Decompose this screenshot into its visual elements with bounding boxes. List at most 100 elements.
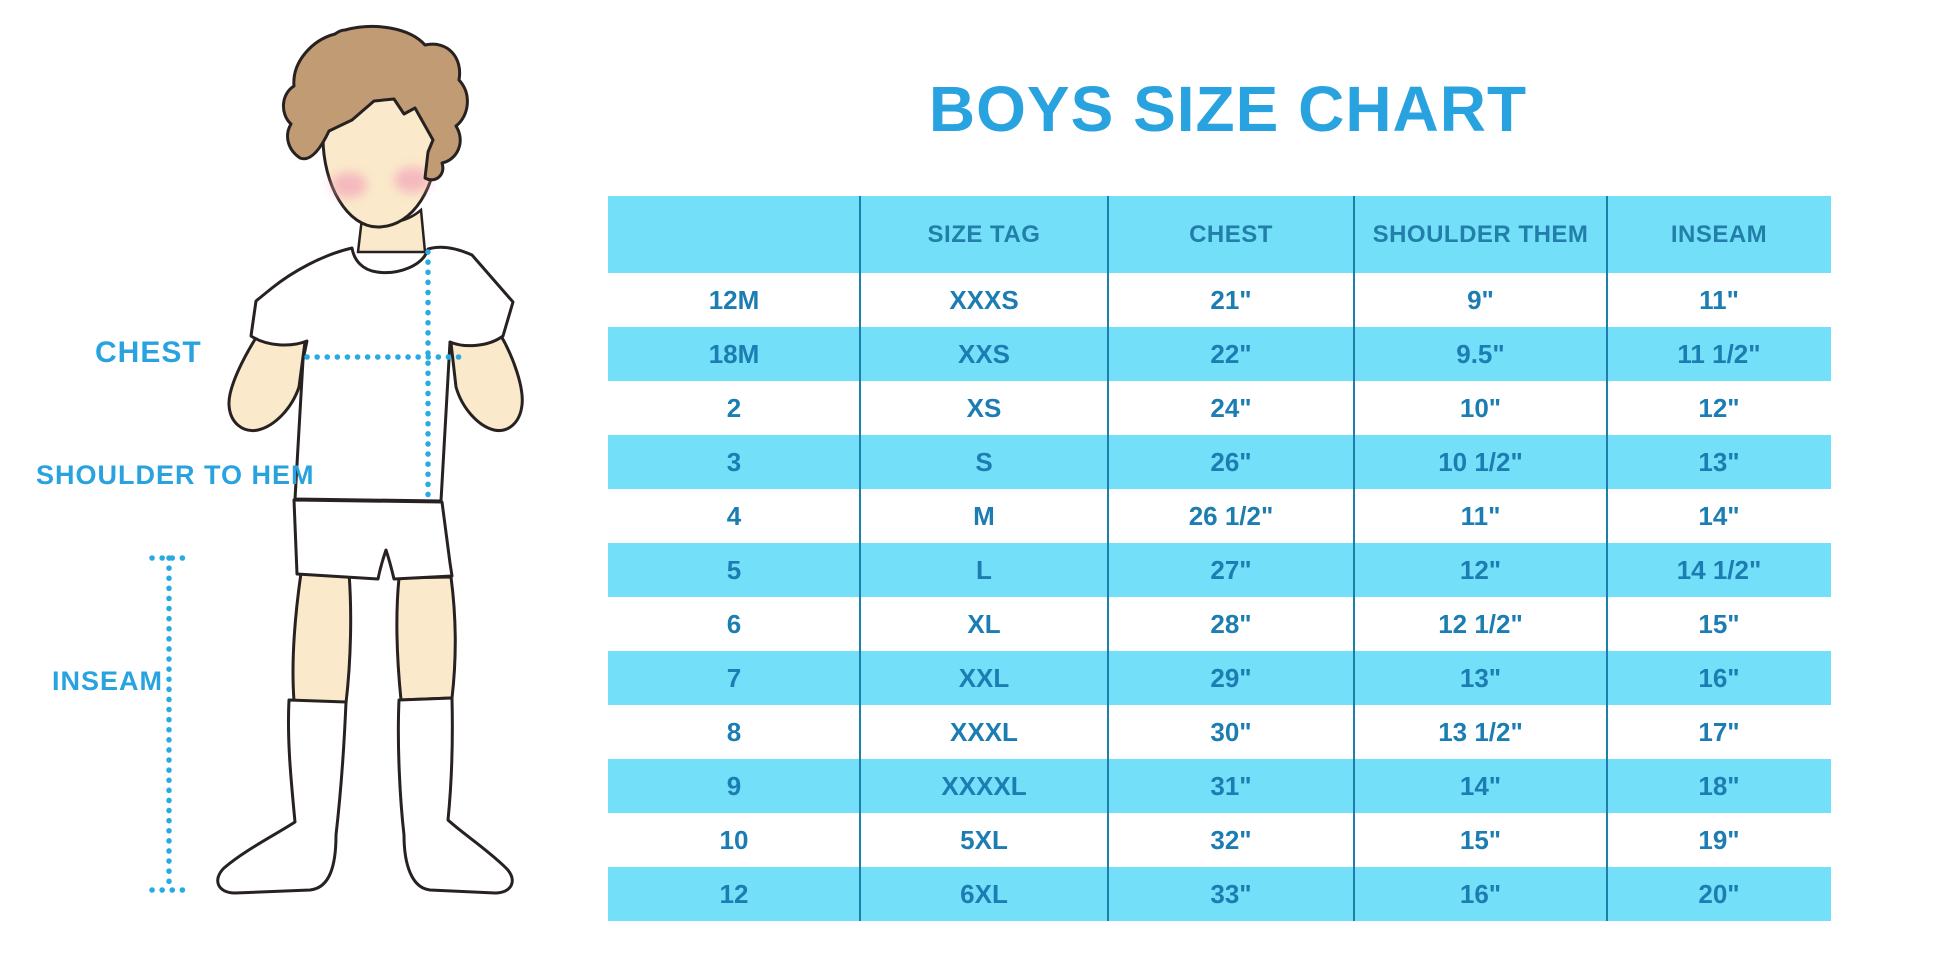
table-cell: 18M [708,338,760,369]
table-cell: 6XL [960,878,1008,909]
table-cell: 16" [1459,878,1502,909]
table-cell: 31" [1210,770,1252,801]
chest-label: CHEST [95,336,202,369]
table-row: 4 M 26 1/2" 11" 14" [608,489,1831,543]
table-cell: 5XL [960,824,1008,855]
right-cheek [394,167,430,193]
inseam-label: INSEAM [52,666,164,696]
column-header [608,196,860,273]
table-cell: 11 1/2" [1677,338,1761,369]
table-cell: XXS [957,338,1011,369]
table-cell: 18" [1698,770,1740,801]
table-cell: 28" [1210,608,1252,639]
table-cell: 17" [1698,716,1740,747]
column-divider [859,196,861,921]
column-header: SIZE TAG [927,220,1041,248]
table-cell: 11" [1460,500,1501,531]
table-cell: 13" [1698,446,1740,477]
table-cell: 3 [726,446,742,477]
table-cell: 10 1/2" [1438,446,1523,477]
table-cell: 12" [1698,392,1740,423]
table-cell: S [975,446,993,477]
boy-illustration [149,25,524,895]
t-shirt [249,245,515,503]
right-arm [449,332,524,433]
table-cell: 22" [1210,338,1252,369]
right-sock [396,696,514,895]
size-table: SIZE TAG CHEST SHOULDER THEM INSEAM 12M XXXS… [608,196,1831,921]
table-row: 8 XXXL 30" 13 1/2" 17" [608,705,1831,759]
table-row: 5 L 27" 12" 14 1/2" [608,543,1831,597]
table-cell: 20" [1698,878,1740,909]
table-row: 3 S 26" 10 1/2" 13" [608,435,1831,489]
table-cell: 19" [1698,824,1740,855]
table-row: 12 6XL 33" 16" 20" [608,867,1831,921]
table-cell: 26 1/2" [1188,500,1274,531]
table-row: 12M XXXS 21" 9" 11" [608,273,1831,327]
table-cell: 8 [726,716,742,747]
table-cell: 9 [726,770,742,801]
table-cell: 5 [726,554,742,585]
table-cell: 13" [1459,662,1502,693]
table-cell: 9" [1467,284,1494,315]
table-cell: XXXS [949,284,1019,315]
table-cell: XXXL [950,716,1018,747]
table-row: 18M XXS 22" 9.5" 11 1/2" [608,327,1831,381]
table-cell: 10 [719,824,749,855]
table-cell: 21" [1210,284,1252,315]
table-cell: XS [966,392,1002,423]
table-row: 7 XXL 29" 13" 16" [608,651,1831,705]
table-cell: 12 1/2" [1438,608,1523,639]
left-arm [227,331,307,433]
table-cell: L [976,554,992,585]
table-cell: 4 [726,500,742,531]
table-cell: 26" [1210,446,1252,477]
table-cell: 6 [726,608,742,639]
table-cell: 15" [1698,608,1740,639]
table-cell: M [973,500,995,531]
size-table-body: 12M XXXS 21" 9" 11" 18M XXS 22" 9.5" 11 1/2" 2 XS 24… [608,273,1831,921]
left-cheek [331,172,367,198]
table-cell: 29" [1210,662,1252,693]
table-cell: XXL [958,662,1010,693]
right-leg [395,575,457,702]
table-cell: 12" [1459,554,1502,585]
table-cell: 13 1/2" [1438,716,1523,747]
column-header: INSEAM [1670,220,1768,248]
table-cell: 24" [1210,392,1252,423]
column-divider [1353,196,1355,921]
table-cell: 30" [1210,716,1252,747]
table-cell: 32" [1210,824,1252,855]
table-cell: 12M [708,284,760,315]
table-cell: XL [967,608,1001,639]
table-row: 9 XXXXL 31" 14" 18" [608,759,1831,813]
table-cell: 14" [1698,500,1740,531]
table-cell: 7 [726,662,742,693]
column-header: SHOULDER THEM [1372,220,1589,248]
table-cell: 14 1/2" [1676,554,1762,585]
table-row: 2 XS 24" 10" 12" [608,381,1831,435]
table-cell: 10" [1459,392,1502,423]
table-cell: 2 [726,392,742,423]
table-cell: 16" [1698,662,1740,693]
shorts [292,498,454,581]
column-divider [1107,196,1109,921]
table-row: 10 5XL 32" 15" 19" [608,813,1831,867]
table-row: 6 XL 28" 12 1/2" 15" [608,597,1831,651]
table-cell: 15" [1459,824,1502,855]
column-divider [1606,196,1608,921]
table-cell: 33" [1210,878,1252,909]
table-cell: 14" [1459,770,1502,801]
table-cell: 9.5" [1456,338,1505,369]
shoulder-to-hem-label: SHOULDER TO HEM [36,460,315,490]
size-table-header: SIZE TAG CHEST SHOULDER THEM INSEAM [608,196,1831,273]
left-leg [291,571,353,705]
hair [282,25,469,182]
table-cell: 27" [1210,554,1252,585]
page-title: BOYS SIZE CHART [928,73,1528,145]
table-cell: XXXXL [941,770,1027,801]
table-cell: 12 [719,878,749,909]
table-cell: 11" [1699,284,1739,315]
left-sock [216,698,348,895]
